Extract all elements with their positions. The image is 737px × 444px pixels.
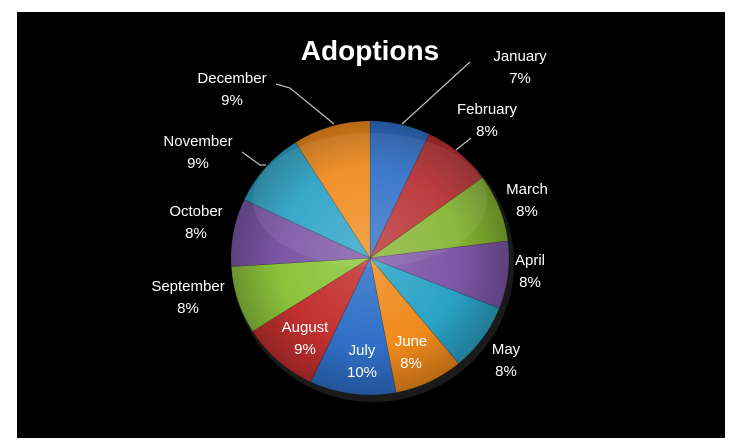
chart-title: Adoptions [301,35,439,66]
slice-value-november: 9% [187,155,209,172]
pie-slice-october [230,199,371,267]
slice-value-april: 8% [519,274,541,291]
slice-value-october: 8% [185,225,207,242]
leader-line-january [401,61,471,125]
slice-value-february: 8% [476,123,498,140]
pie-gloss [253,133,487,267]
slice-value-august: 9% [294,341,316,358]
slice-label-february: February [457,101,518,118]
slice-label-january: January [493,48,547,65]
slice-value-december: 9% [221,92,243,109]
slice-value-september: 8% [177,300,199,317]
slice-label-august: August [282,319,330,336]
slice-label-november: November [163,133,232,150]
slice-value-january: 7% [509,70,531,87]
slice-value-may: 8% [495,363,517,380]
slice-value-july: 10% [347,364,377,381]
leader-lines [241,61,472,166]
pie-slice-january [369,120,430,259]
slice-label-may: May [492,341,521,358]
slice-label-june: June [395,333,428,350]
pie-slice-december [295,120,371,260]
slice-value-march: 8% [516,203,538,220]
leader-line-december [275,83,335,125]
pie-slice-february [369,133,483,259]
slice-label-december: December [197,70,266,87]
pie-slice-june [369,256,460,393]
pie-slice-may [369,257,500,364]
slice-value-june: 8% [400,355,422,372]
pie-slice-november [243,141,371,259]
slice-label-september: September [151,278,224,295]
slice-label-march: March [506,181,548,198]
slice-label-october: October [169,203,222,220]
leader-line-february [455,137,472,151]
slice-labels: January 7% February 8% March 8% April 8% May 8% Ju… [151,48,548,381]
slice-label-april: April [515,252,545,269]
pie-slices [230,120,510,396]
slice-label-july: July [349,342,376,359]
pie-slice-march [369,177,509,259]
pie-slice-september [230,257,371,332]
pie-slice-april [369,240,510,309]
leader-line-november [241,151,266,166]
pie-slice-august [252,257,371,383]
pie-slice-july [310,257,397,396]
